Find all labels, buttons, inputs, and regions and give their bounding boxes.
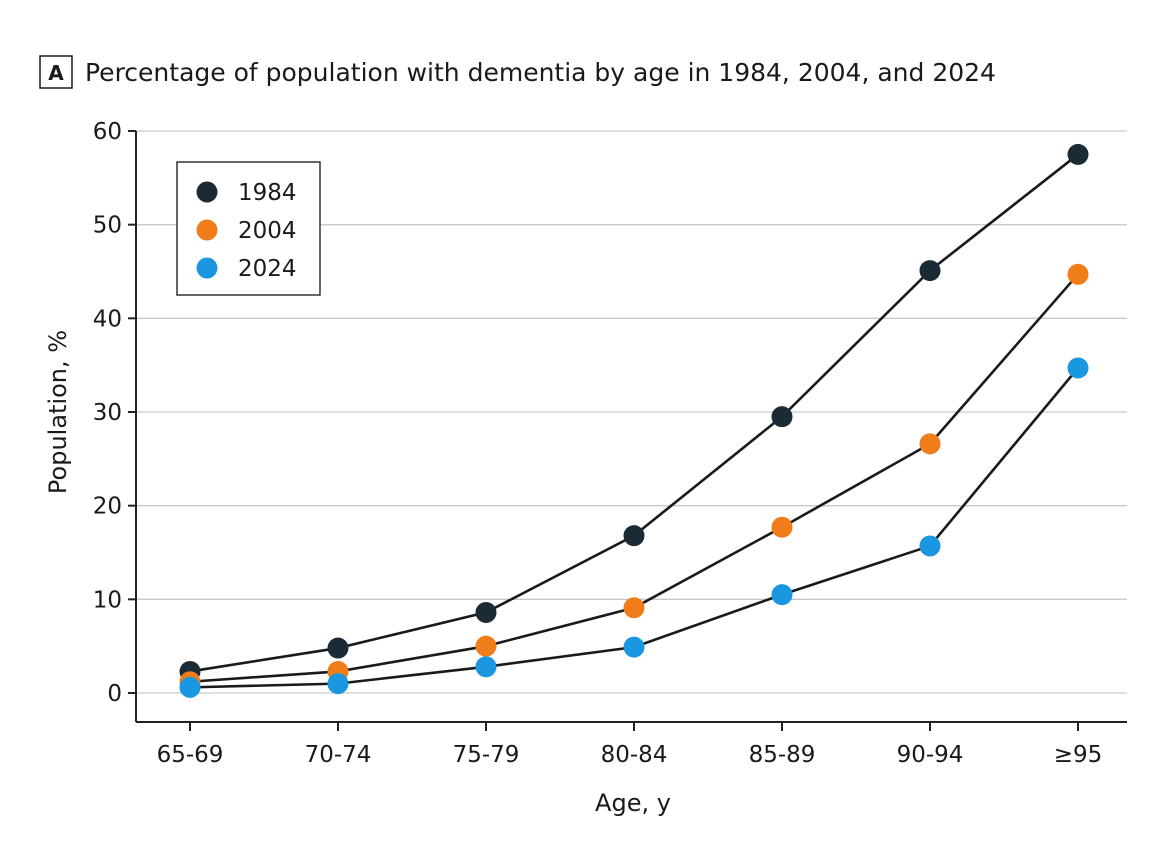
- data-point-2024: [327, 673, 349, 695]
- axes: [135, 131, 1127, 723]
- legend-marker-2024: [196, 257, 218, 279]
- y-tick-label: 0: [107, 681, 122, 707]
- legend-marker-2004: [196, 219, 218, 241]
- series-layer: [179, 143, 1089, 698]
- x-tick-label: 80-84: [601, 742, 668, 768]
- panel-label: A: [48, 61, 64, 85]
- series-line-1984: [189, 153, 1079, 673]
- y-tick-label: 20: [93, 494, 122, 520]
- data-point-2004: [623, 597, 645, 619]
- gridlines: [136, 130, 1127, 694]
- chart-title: Percentage of population with dementia b…: [85, 58, 996, 87]
- data-point-1984: [327, 637, 349, 659]
- data-point-2024: [919, 535, 941, 557]
- x-tick-label: ≥95: [1054, 742, 1103, 768]
- data-point-2024: [1067, 357, 1089, 379]
- legend-marker-1984: [196, 181, 218, 203]
- y-tick-label: 10: [93, 587, 122, 613]
- y-axis-label: Population, %: [44, 330, 72, 494]
- y-tick-label: 30: [93, 400, 122, 426]
- x-tick-label: 90-94: [897, 742, 964, 768]
- x-tick-label: 75-79: [453, 742, 520, 768]
- x-tick-label: 65-69: [157, 742, 224, 768]
- data-point-2004: [771, 516, 793, 538]
- data-point-2024: [623, 636, 645, 658]
- y-tick-label: 40: [93, 306, 122, 332]
- y-tick-label: 50: [93, 213, 122, 239]
- data-point-1984: [919, 260, 941, 282]
- data-point-2024: [475, 656, 497, 678]
- x-axis-label: Age, y: [595, 789, 671, 817]
- legend-label-1984: 1984: [238, 180, 297, 206]
- data-point-2004: [475, 635, 497, 657]
- y-tick-label: 60: [93, 119, 122, 145]
- data-point-1984: [623, 525, 645, 547]
- data-point-1984: [1067, 143, 1089, 165]
- panel-label-box: [39, 55, 73, 89]
- data-point-1984: [771, 406, 793, 428]
- y-ticks: 0 10 20 30 40 50 60: [93, 119, 136, 707]
- data-point-2024: [771, 584, 793, 606]
- x-tick-label: 85-89: [749, 742, 816, 768]
- series-line-2004: [189, 273, 1079, 684]
- data-point-2024: [179, 676, 201, 698]
- data-point-2004: [1067, 263, 1089, 285]
- legend: 1984 2004 2024: [176, 161, 321, 296]
- legend-label-2024: 2024: [238, 256, 297, 282]
- data-point-2004: [919, 433, 941, 455]
- x-ticks: 65-69 70-74 75-79 80-84 85-89 90-94 ≥95: [157, 722, 1103, 768]
- legend-label-2004: 2004: [238, 218, 297, 244]
- x-tick-label: 70-74: [305, 742, 372, 768]
- data-point-1984: [475, 601, 497, 623]
